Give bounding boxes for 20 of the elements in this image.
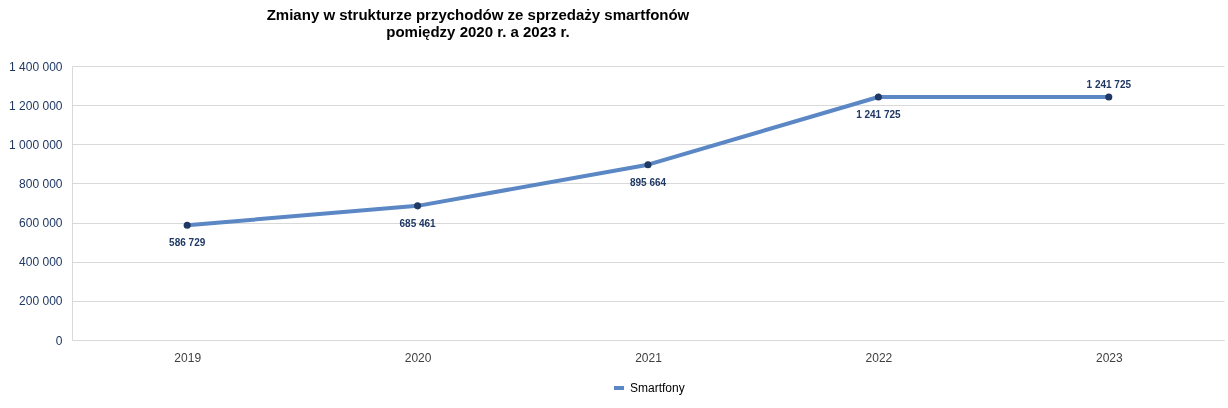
data-label: 895 664 [629, 176, 667, 188]
data-label: 1 241 725 [1086, 78, 1132, 90]
x-tick-label: 2021 [635, 350, 663, 365]
x-tick-label: 2019 [174, 350, 202, 365]
legend-label: Smartfony [630, 381, 685, 395]
data-label: 586 729 [169, 237, 206, 249]
y-tick-label: 1 400 000 [9, 59, 63, 74]
data-label: 685 461 [399, 217, 437, 229]
x-tick-label: 2020 [404, 350, 432, 365]
y-tick-label: 800 000 [19, 176, 63, 191]
data-label: 1 241 725 [856, 108, 902, 120]
y-tick-label: 0 [55, 333, 63, 348]
y-tick-label: 200 000 [19, 294, 63, 309]
y-tick-label: 1 200 000 [9, 98, 63, 113]
chart-title: Zmiany w strukturze przychodów ze sprzedaży smartfonów pomiędzy 2020 r. a 2023 r. [266, 6, 690, 40]
y-tick-label: 400 000 [19, 255, 63, 270]
x-tick-label: 2022 [865, 350, 893, 365]
y-tick-label: 1 000 000 [9, 137, 63, 152]
y-tick-label: 600 000 [19, 216, 63, 231]
x-tick-label: 2023 [1095, 350, 1123, 365]
